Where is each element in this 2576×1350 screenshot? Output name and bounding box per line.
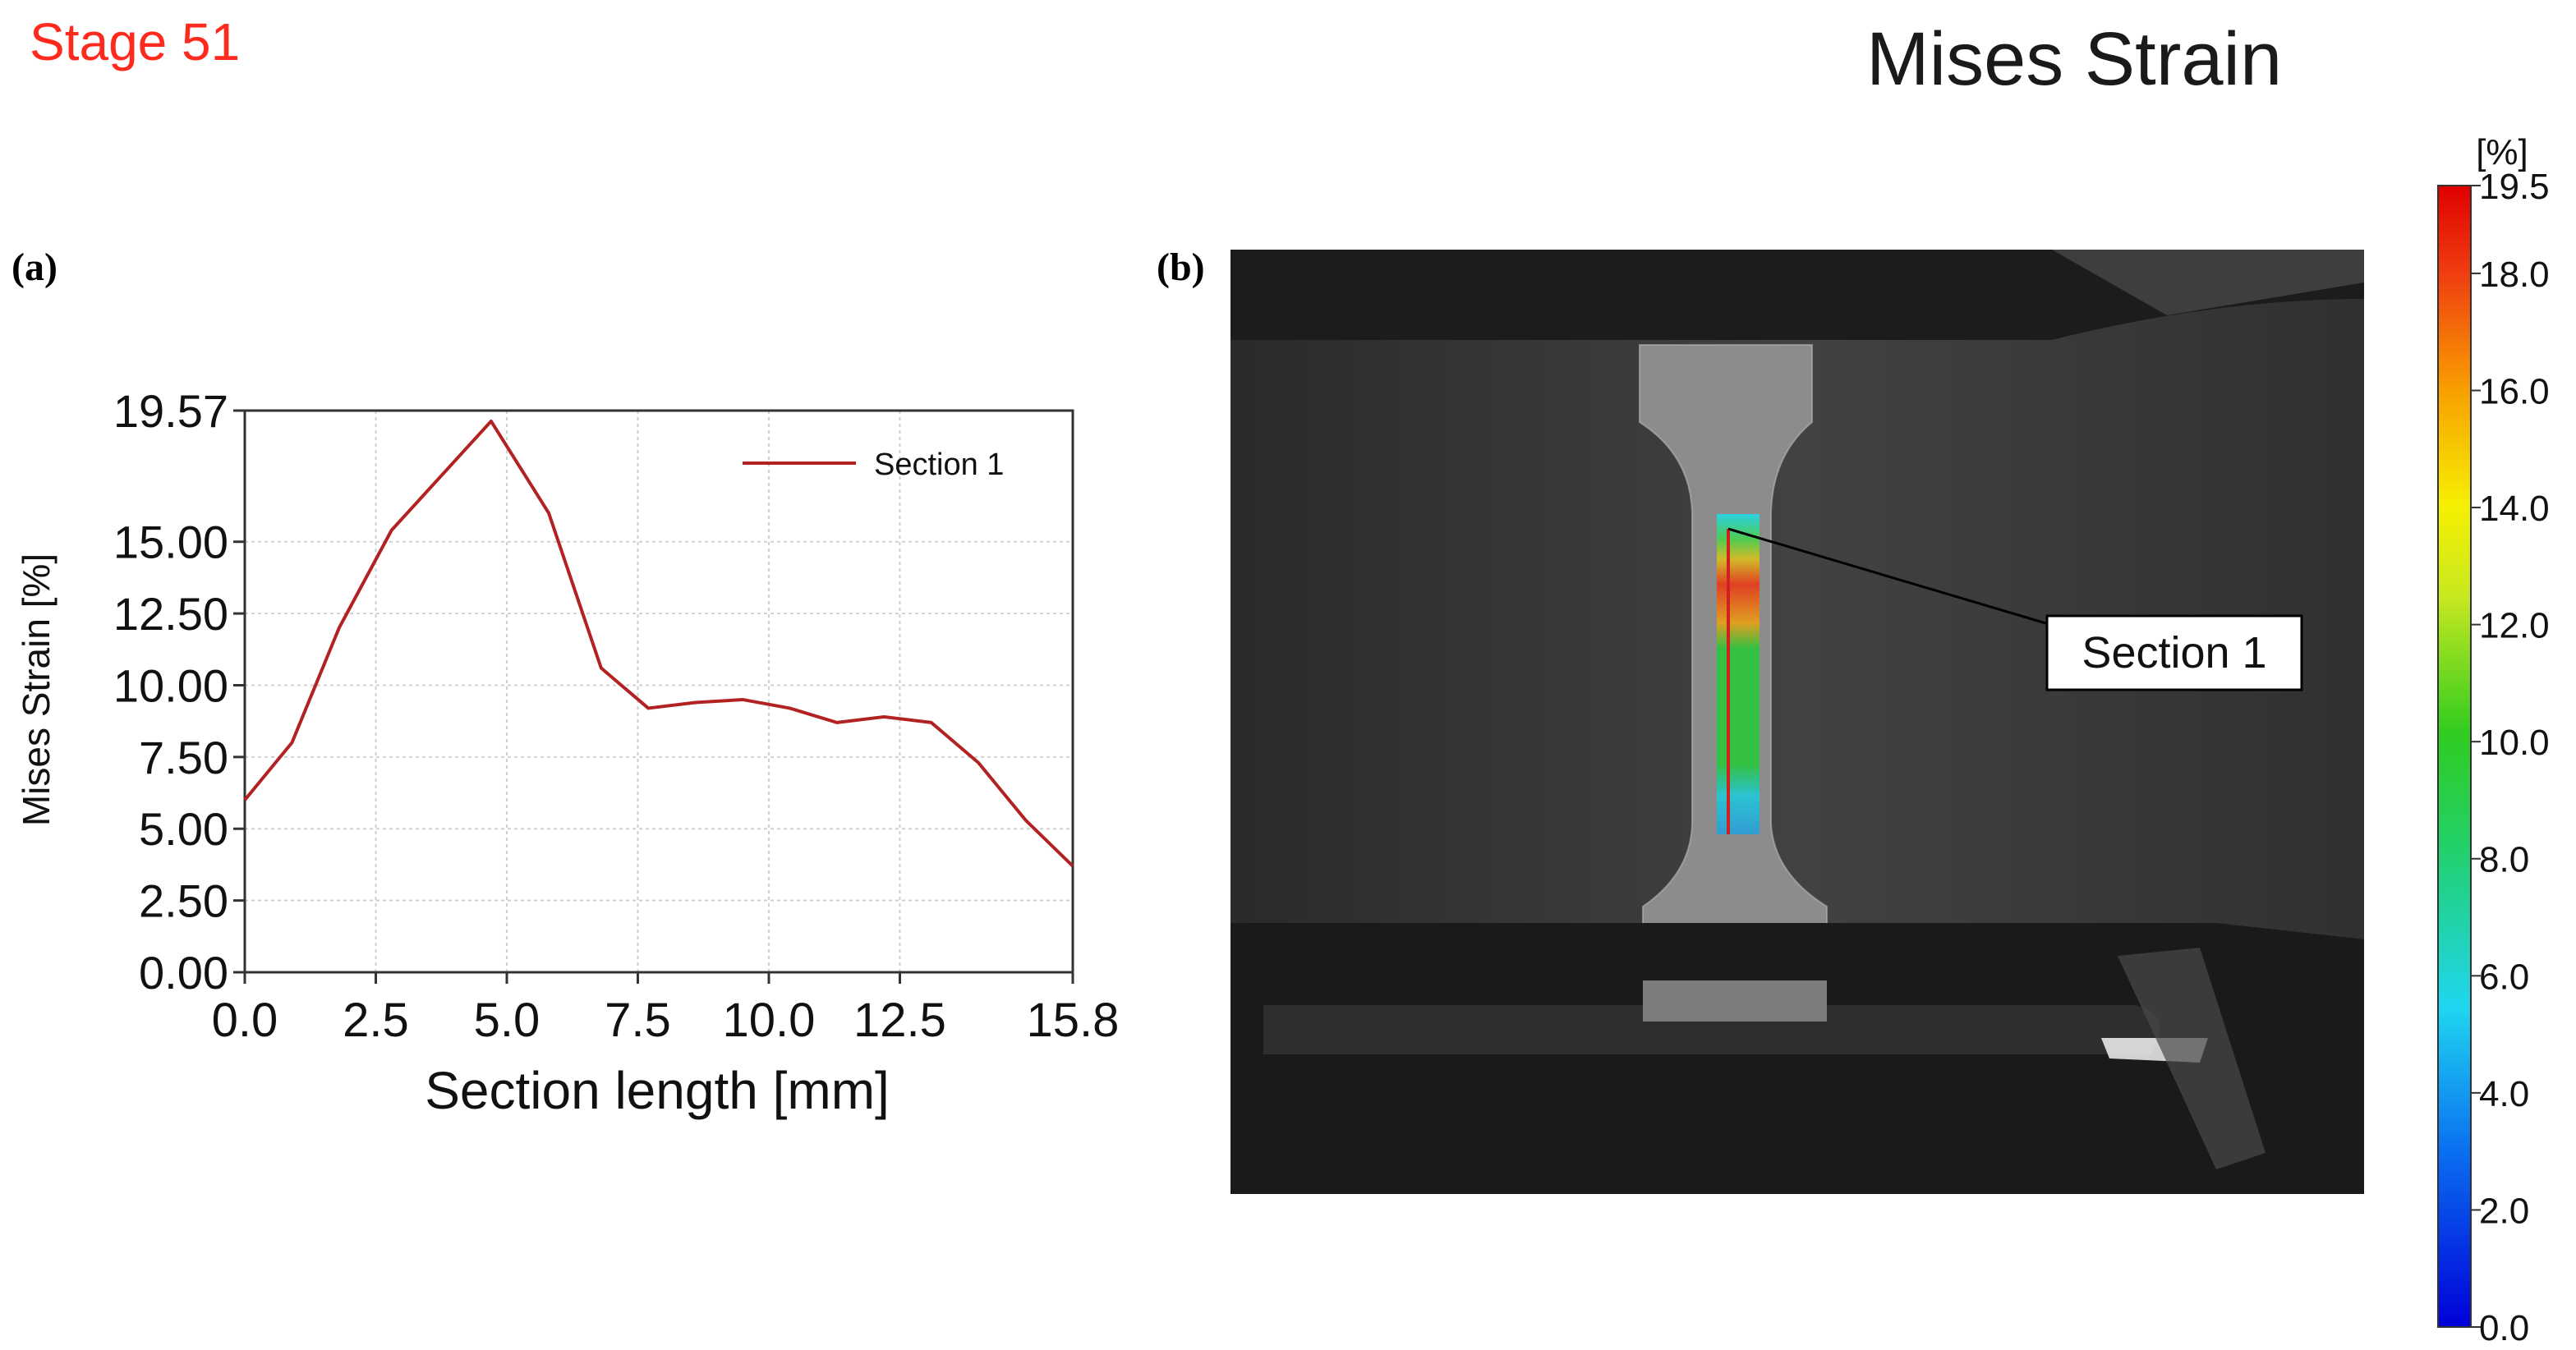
colorbar-tick-label: 10.0 [2479,723,2550,763]
section-callout-box [2045,614,2303,691]
panel-a-label: (a) [12,246,58,289]
upper-grip [1230,250,2364,340]
y-axis: 0.00 2.50 5.00 7.50 10.00 12.50 15.00 19.57 [113,385,245,999]
series-layer [243,419,1074,868]
colorbar-tick-label: 8.0 [2479,840,2529,880]
section-callout-line [1727,527,2049,626]
colorbar-tick-label: 0.0 [2479,1308,2529,1347]
colorbar-tick-label: 19.5 [2479,167,2550,207]
section-callout-label: Section 1 [2082,628,2266,677]
x-tick-label: 0.0 [212,994,278,1047]
x-axis: 0.0 2.5 5.0 7.5 10.0 12.5 15.8 [212,972,1120,1047]
colorbar-tick-label: 4.0 [2479,1074,2529,1114]
colorbar-tick-label: 6.0 [2479,957,2529,997]
y-tick-label: 7.50 [139,732,228,783]
x-tick-label: 2.5 [343,994,409,1047]
y-tick-label: 19.57 [113,385,228,437]
colorbar-ticks: 19.5 18.0 16.0 14.0 12.0 10.0 8.0 6.0 4.0 2.0 0.0 [2471,167,2550,1347]
grip-edge-highlight [2118,948,2266,1169]
chart-grid [244,410,1074,973]
colorbar: [%] 19.5 18.0 16.0 14.0 12.0 10.0 8.0 6.0 4.0 2.0… [2437,132,2550,1347]
y-tick-label: 15.00 [113,517,228,568]
colorbar-tick-label: 2.0 [2479,1191,2529,1231]
colorbar-tick-label: 12.0 [2479,606,2550,646]
colorbar-unit: [%] [2476,132,2528,172]
strain-overlay [1717,514,1760,834]
colorbar-tick-label: 18.0 [2479,255,2550,295]
lower-grip-slot [1263,1005,2160,1054]
x-tick-label: 7.5 [605,994,671,1047]
x-tick-label: 12.5 [853,994,946,1047]
upper-grip-highlight [2052,250,2364,315]
stage-label: Stage 51 [30,12,241,71]
strain-line-chart: 0.00 2.50 5.00 7.50 10.00 12.50 15.00 19.57 0.0… [15,385,1120,1120]
lower-grip [1230,923,2364,1194]
plot-frame [243,409,1074,974]
main-title: Mises Strain [1866,17,2283,101]
x-axis-label: Section length [mm] [425,1061,890,1120]
colorbar-tick-label: 14.0 [2479,489,2550,529]
colorbar-tick-label: 16.0 [2479,371,2550,411]
x-tick-label: 10.0 [723,994,816,1047]
x-tick-label: 15.8 [1027,994,1120,1047]
panel-b-label: (b) [1157,246,1205,289]
y-tick-label: 5.00 [139,803,228,855]
series-line-1 [243,419,1074,868]
y-tick-label: 10.00 [113,659,228,711]
y-axis-label: Mises Strain [%] [15,553,58,826]
colorbar-gradient [2437,185,2472,1328]
chart-legend: Section 1 [743,448,1004,482]
y-tick-label: 0.00 [139,947,228,999]
specimen-base [1643,980,1827,1022]
legend-label-section-1: Section 1 [874,448,1004,482]
y-tick-label: 12.50 [113,588,228,640]
dic-photo: Section 1 [1230,250,2364,1194]
y-tick-label: 2.50 [139,875,228,927]
x-tick-label: 5.0 [474,994,540,1047]
